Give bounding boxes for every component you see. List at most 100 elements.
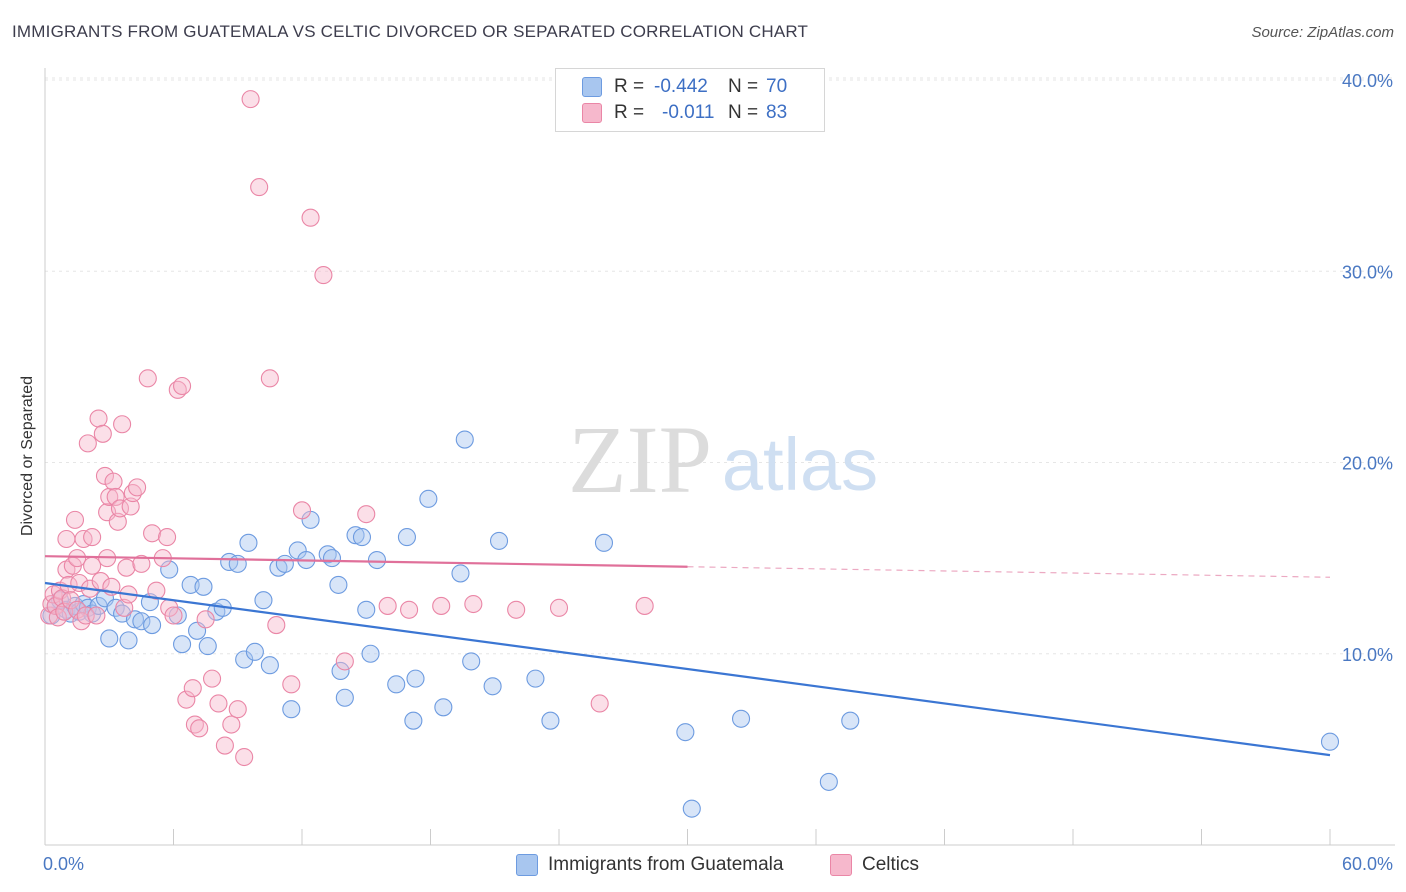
trend-celtics <box>44 555 688 568</box>
chart-title: IMMIGRANTS FROM GUATEMALA VS CELTIC DIVO… <box>12 22 809 41</box>
point-celtics <box>549 598 569 617</box>
y-tick-label: 10.0% <box>1342 645 1393 665</box>
point-guatemala <box>541 711 560 730</box>
gridlines <box>45 77 1395 655</box>
point-celtics <box>590 694 609 713</box>
legend-n-value: 70 <box>766 76 788 97</box>
legend-r-label: R = <box>614 102 645 123</box>
point-celtics <box>203 669 222 688</box>
point-celtics <box>177 690 196 709</box>
point-celtics <box>267 616 286 635</box>
point-celtics <box>222 715 241 734</box>
legend-r-value: -0.011 <box>662 102 715 123</box>
point-guatemala <box>228 554 247 573</box>
point-guatemala <box>489 531 509 550</box>
point-celtics <box>158 528 177 547</box>
source-credit: Source: ZipAtlas.com <box>1251 24 1394 41</box>
point-guatemala <box>357 600 376 619</box>
point-celtics <box>164 606 183 625</box>
point-guatemala <box>235 650 254 669</box>
point-guatemala <box>594 533 614 552</box>
legend-n-label: N = <box>728 76 759 97</box>
point-guatemala <box>125 610 144 629</box>
point-celtics <box>61 591 80 610</box>
point-celtics <box>108 512 127 531</box>
legend-n-value: 83 <box>766 102 788 123</box>
point-celtics <box>215 736 234 755</box>
x-tick-label: 60.0% <box>1342 854 1393 874</box>
trend-guatemala <box>44 581 1331 757</box>
point-celtics <box>314 266 333 285</box>
point-celtics <box>432 596 451 615</box>
point-guatemala <box>451 564 470 583</box>
bottom-legend-swatch-guatemala <box>516 854 538 876</box>
point-guatemala <box>841 711 860 730</box>
point-guatemala <box>282 700 301 719</box>
point-celtics <box>335 652 354 671</box>
point-celtics <box>65 510 85 529</box>
x-tick-label: 0.0% <box>43 854 84 874</box>
point-celtics <box>190 719 209 738</box>
point-guatemala <box>483 677 502 696</box>
y-tick-label: 20.0% <box>1342 454 1393 474</box>
point-celtics <box>292 501 312 520</box>
y-tick-label: 40.0% <box>1342 71 1393 91</box>
point-guatemala <box>682 799 701 818</box>
point-guatemala <box>132 612 151 631</box>
point-guatemala <box>160 560 179 579</box>
point-celtics <box>76 606 95 625</box>
point-celtics <box>138 369 157 388</box>
axes <box>44 68 1395 846</box>
point-guatemala <box>119 631 138 650</box>
point-guatemala <box>100 629 119 648</box>
point-celtics <box>113 415 132 434</box>
point-guatemala <box>275 554 294 573</box>
point-celtics <box>106 487 125 506</box>
point-guatemala <box>239 533 258 552</box>
bottom-legend-swatch-celtics <box>830 854 852 876</box>
point-celtics <box>83 556 102 575</box>
point-celtics <box>357 505 376 524</box>
stats-legend: R = -0.442 N = 70 R = -0.011 N = 83 <box>555 68 825 132</box>
point-celtics <box>228 700 247 719</box>
legend-row-celtics: R = -0.011 N = 83 <box>582 101 787 125</box>
point-celtics <box>87 606 106 625</box>
point-guatemala <box>198 637 217 656</box>
point-celtics <box>464 594 483 614</box>
point-guatemala <box>322 549 342 568</box>
legend-row-guatemala: R = -0.442 N = 70 <box>582 75 787 99</box>
point-guatemala <box>434 698 453 717</box>
point-guatemala <box>173 635 192 654</box>
point-celtics <box>121 497 140 516</box>
legend-r-value: -0.442 <box>654 76 708 97</box>
bottom-legend-label-celtics: Celtics <box>862 854 920 875</box>
point-celtics <box>132 554 151 573</box>
watermark-atlas: atlas <box>722 423 878 506</box>
watermark: ZIP atlas <box>568 406 878 513</box>
point-celtics <box>400 600 419 619</box>
point-guatemala <box>335 688 354 707</box>
point-celtics <box>143 524 162 543</box>
point-celtics <box>83 528 102 547</box>
point-guatemala <box>346 526 365 545</box>
point-guatemala <box>406 669 425 688</box>
point-celtics <box>209 694 228 713</box>
legend-n-label: N = <box>728 102 759 123</box>
watermark-zip: ZIP <box>568 406 712 513</box>
point-celtics <box>115 598 134 617</box>
point-guatemala <box>676 723 695 742</box>
point-guatemala <box>462 652 481 671</box>
point-celtics <box>507 600 526 619</box>
point-guatemala <box>254 591 273 610</box>
trend-lines <box>44 555 1331 757</box>
point-guatemala <box>397 528 416 547</box>
point-guatemala <box>352 528 372 547</box>
data-points <box>40 90 1340 818</box>
point-guatemala <box>260 656 279 675</box>
point-guatemala <box>245 642 264 661</box>
point-guatemala <box>194 577 213 596</box>
point-guatemala <box>526 669 545 688</box>
legend-r-label: R = <box>614 76 645 97</box>
point-celtics <box>241 90 260 109</box>
